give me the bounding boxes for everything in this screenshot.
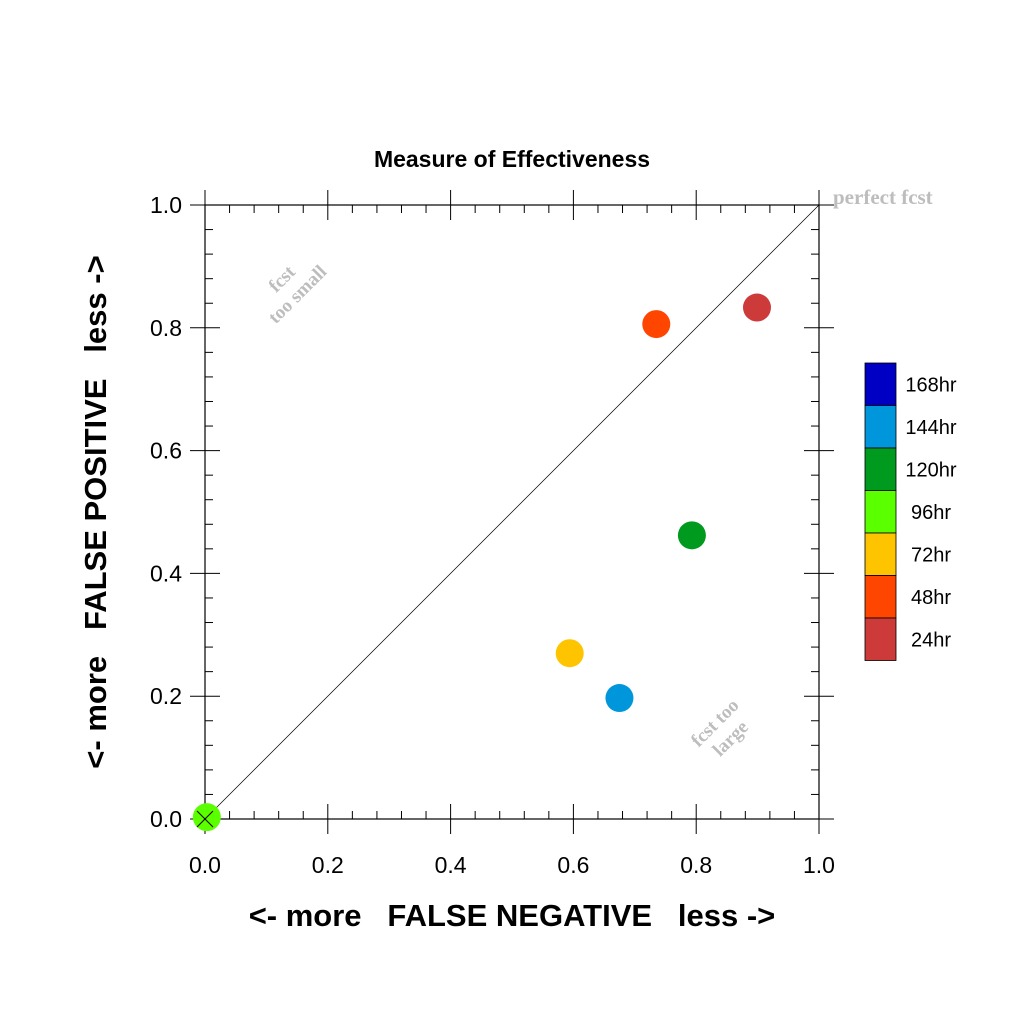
y-axis-label: <- more FALSE POSITIVE less -> [78,255,113,768]
legend: 168hr 144hr 120hr 96hr 72hr 48hr 24hr [864,362,957,661]
axis-tick-labels: 0.0 0.2 0.4 0.6 0.8 1.0 0.0 0.2 0.4 0.6 0.8 1.0 [150,192,835,878]
point-144hr [605,684,634,713]
axis-ticks [190,190,834,834]
legend-label-168hr: 168hr [905,374,956,396]
x-tick-label: 0.2 [312,852,344,878]
point-24hr [742,293,771,322]
chart-title: Measure of Effectiveness [374,146,650,172]
y-tick-label: 0.6 [150,438,182,464]
legend-swatch-168hr [864,362,897,406]
point-120hr [677,521,706,550]
x-tick-label: 1.0 [803,852,835,878]
legend-swatch-120hr [864,447,897,491]
perfect-fcst-label: perfect fcst [833,185,933,209]
y-tick-label: 0.8 [150,315,182,341]
fcst-too-large-label: fcst too large [687,695,753,761]
legend-label-48hr: 48hr [911,587,951,609]
legend-label-120hr: 120hr [905,459,956,481]
y-tick-label: 0.0 [150,806,182,832]
legend-label-72hr: 72hr [911,544,951,566]
plot-frame [204,204,820,820]
point-48hr [642,310,671,339]
legend-label-144hr: 144hr [905,417,956,439]
legend-swatch-48hr [864,575,897,619]
y-tick-label: 1.0 [150,192,182,218]
legend-swatch-144hr [864,405,897,449]
x-tick-label: 0.4 [435,852,467,878]
x-axis-label: <- more FALSE NEGATIVE less -> [249,898,776,933]
legend-swatch-72hr [864,532,897,576]
y-tick-label: 0.2 [150,683,182,709]
x-tick-label: 0.8 [680,852,712,878]
point-72hr [555,639,584,668]
fcst-too-small-label: fcst too small [264,261,331,328]
y-tick-label: 0.4 [150,560,182,586]
perfect-forecast-line [204,204,820,820]
legend-swatch-96hr [864,490,897,534]
legend-swatch-24hr [864,617,897,661]
origin-marker [196,810,214,828]
data-points [192,293,771,832]
x-tick-label: 0.6 [557,852,589,878]
legend-label-96hr: 96hr [911,502,951,524]
legend-label-24hr: 24hr [911,629,951,651]
x-tick-label: 0.0 [189,852,221,878]
